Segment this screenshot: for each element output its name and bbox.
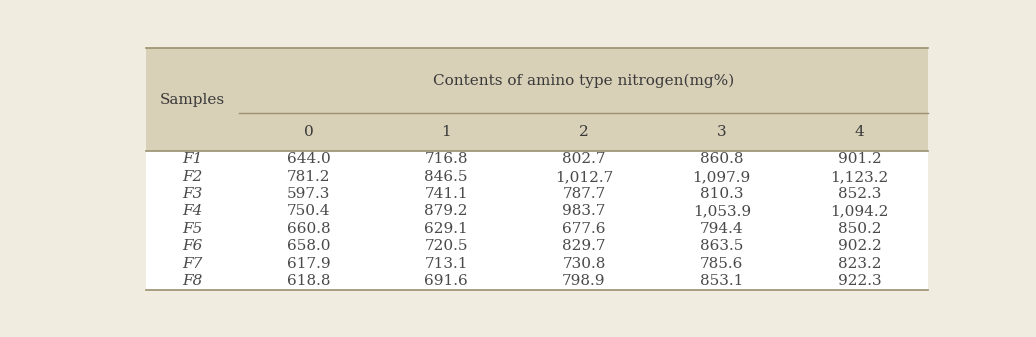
Text: 1,053.9: 1,053.9 (693, 205, 751, 218)
Text: 846.5: 846.5 (425, 170, 468, 184)
Text: 879.2: 879.2 (425, 205, 468, 218)
Text: 983.7: 983.7 (563, 205, 606, 218)
Text: 716.8: 716.8 (425, 152, 468, 166)
Text: 863.5: 863.5 (700, 239, 744, 253)
Text: F7: F7 (182, 256, 203, 271)
Text: 730.8: 730.8 (563, 256, 606, 271)
Text: 810.3: 810.3 (700, 187, 744, 201)
Text: 785.6: 785.6 (700, 256, 744, 271)
Text: 691.6: 691.6 (425, 274, 468, 288)
Text: F5: F5 (182, 222, 203, 236)
Text: 853.1: 853.1 (700, 274, 744, 288)
Text: 1,094.2: 1,094.2 (830, 205, 889, 218)
Text: F8: F8 (182, 274, 203, 288)
Text: 597.3: 597.3 (287, 187, 330, 201)
Text: 1,012.7: 1,012.7 (555, 170, 613, 184)
Text: 798.9: 798.9 (563, 274, 606, 288)
Text: 902.2: 902.2 (838, 239, 882, 253)
Text: 1,097.9: 1,097.9 (693, 170, 751, 184)
Text: 660.8: 660.8 (287, 222, 330, 236)
Text: 0: 0 (304, 125, 313, 139)
Text: F1: F1 (182, 152, 203, 166)
Text: 2: 2 (579, 125, 588, 139)
Text: 794.4: 794.4 (700, 222, 744, 236)
Text: 787.7: 787.7 (563, 187, 606, 201)
Text: 850.2: 850.2 (838, 222, 882, 236)
Text: 677.6: 677.6 (563, 222, 606, 236)
Text: F6: F6 (182, 239, 203, 253)
Bar (145, 48, 928, 151)
Text: 741.1: 741.1 (425, 187, 468, 201)
Text: F3: F3 (182, 187, 203, 201)
Text: Contents of amino type nitrogen(mg%): Contents of amino type nitrogen(mg%) (433, 73, 735, 88)
Text: 617.9: 617.9 (287, 256, 330, 271)
Text: 1,123.2: 1,123.2 (831, 170, 889, 184)
Text: 750.4: 750.4 (287, 205, 330, 218)
Text: 860.8: 860.8 (700, 152, 744, 166)
Text: 720.5: 720.5 (425, 239, 468, 253)
Text: 852.3: 852.3 (838, 187, 882, 201)
Text: 713.1: 713.1 (425, 256, 468, 271)
Text: 922.3: 922.3 (838, 274, 882, 288)
Text: 618.8: 618.8 (287, 274, 330, 288)
Text: 829.7: 829.7 (563, 239, 606, 253)
Text: 658.0: 658.0 (287, 239, 330, 253)
Text: 901.2: 901.2 (838, 152, 882, 166)
Text: 781.2: 781.2 (287, 170, 330, 184)
Text: 629.1: 629.1 (425, 222, 468, 236)
Text: 823.2: 823.2 (838, 256, 882, 271)
Text: Samples: Samples (160, 92, 225, 106)
Text: F4: F4 (182, 205, 203, 218)
Text: 802.7: 802.7 (563, 152, 606, 166)
Bar (145, 151, 928, 289)
Text: 1: 1 (441, 125, 451, 139)
Text: F2: F2 (182, 170, 203, 184)
Text: 644.0: 644.0 (287, 152, 330, 166)
Text: 4: 4 (855, 125, 864, 139)
Text: 3: 3 (717, 125, 726, 139)
